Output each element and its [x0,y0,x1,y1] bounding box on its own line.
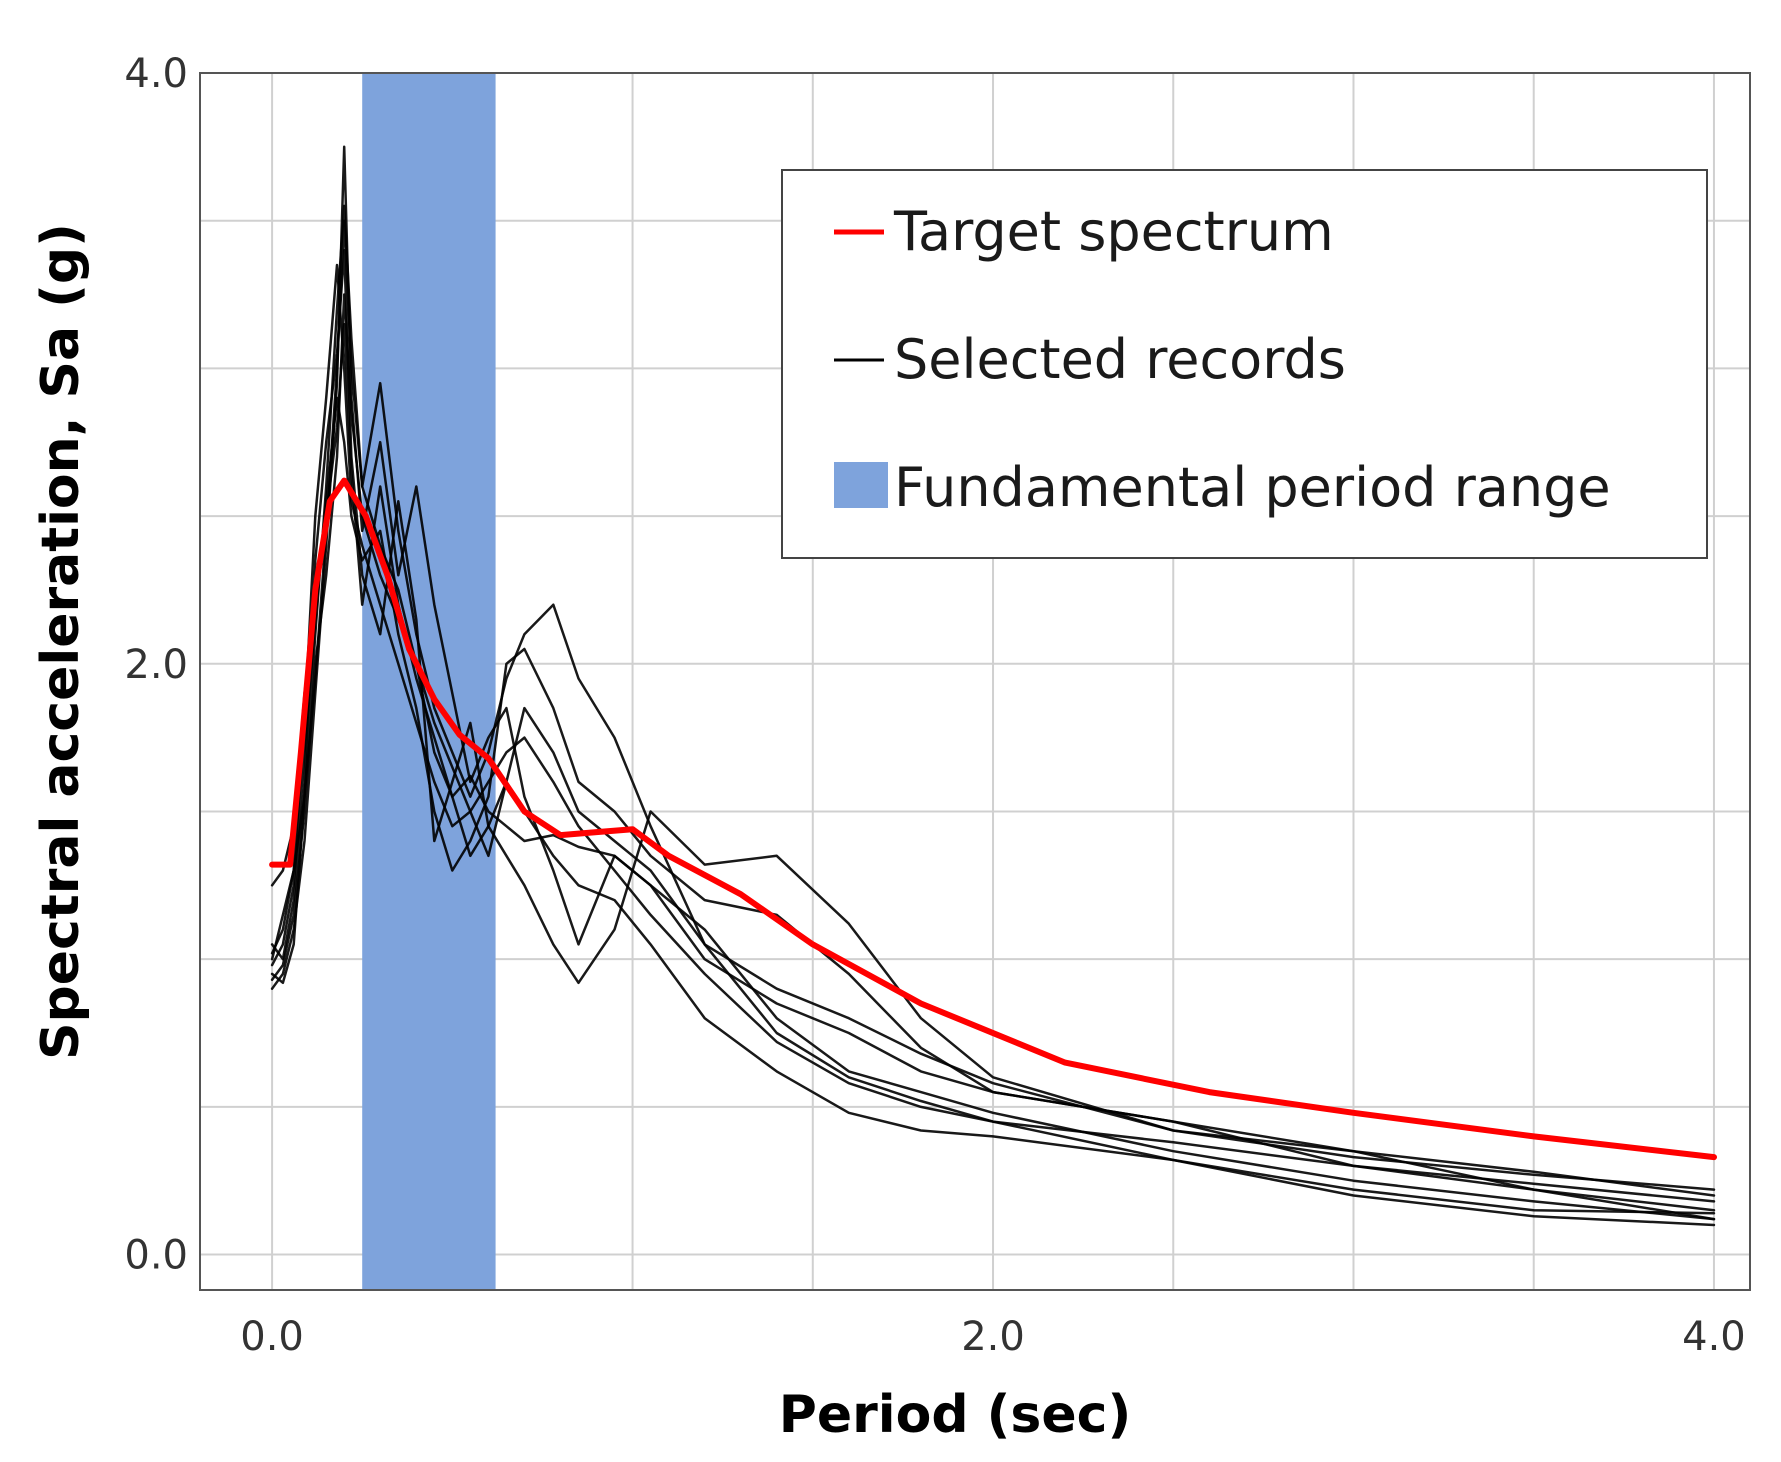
legend-swatch-fundamental-period-range [834,462,888,508]
y-tick-label: 0.0 [124,1233,188,1279]
y-tick-labels: 0.0 2.0 4.0 [124,51,188,1279]
x-tick-label: 2.0 [961,1314,1025,1360]
series-line-selected-record [270,263,1716,1203]
series-line-selected-record [270,293,1716,1221]
plot-frame [199,72,1751,1291]
y-axis-title: Spectral acceleration, Sa (g) [31,223,91,1060]
series-line-selected-record [270,396,1716,1212]
legend-label-target-spectrum: Target spectrum [893,200,1334,263]
x-tick-label: 4.0 [1682,1314,1746,1360]
x-axis-title: Period (sec) [779,1385,1131,1445]
y-tick-label: 4.0 [124,51,188,97]
x-tick-label: 0.0 [240,1314,304,1360]
legend-label-selected-records: Selected records [894,328,1346,391]
y-tick-label: 2.0 [124,642,188,688]
series-line-target-spectrum [269,477,1717,1161]
series-line-selected-record [270,248,1716,1197]
legend: Target spectrum Selected records Fundame… [781,169,1708,559]
x-tick-labels: 0.0 2.0 4.0 [240,1314,1745,1360]
legend-box [781,169,1708,559]
series-group [269,145,1717,1227]
legend-label-fundamental-period-range: Fundamental period range [894,456,1611,519]
